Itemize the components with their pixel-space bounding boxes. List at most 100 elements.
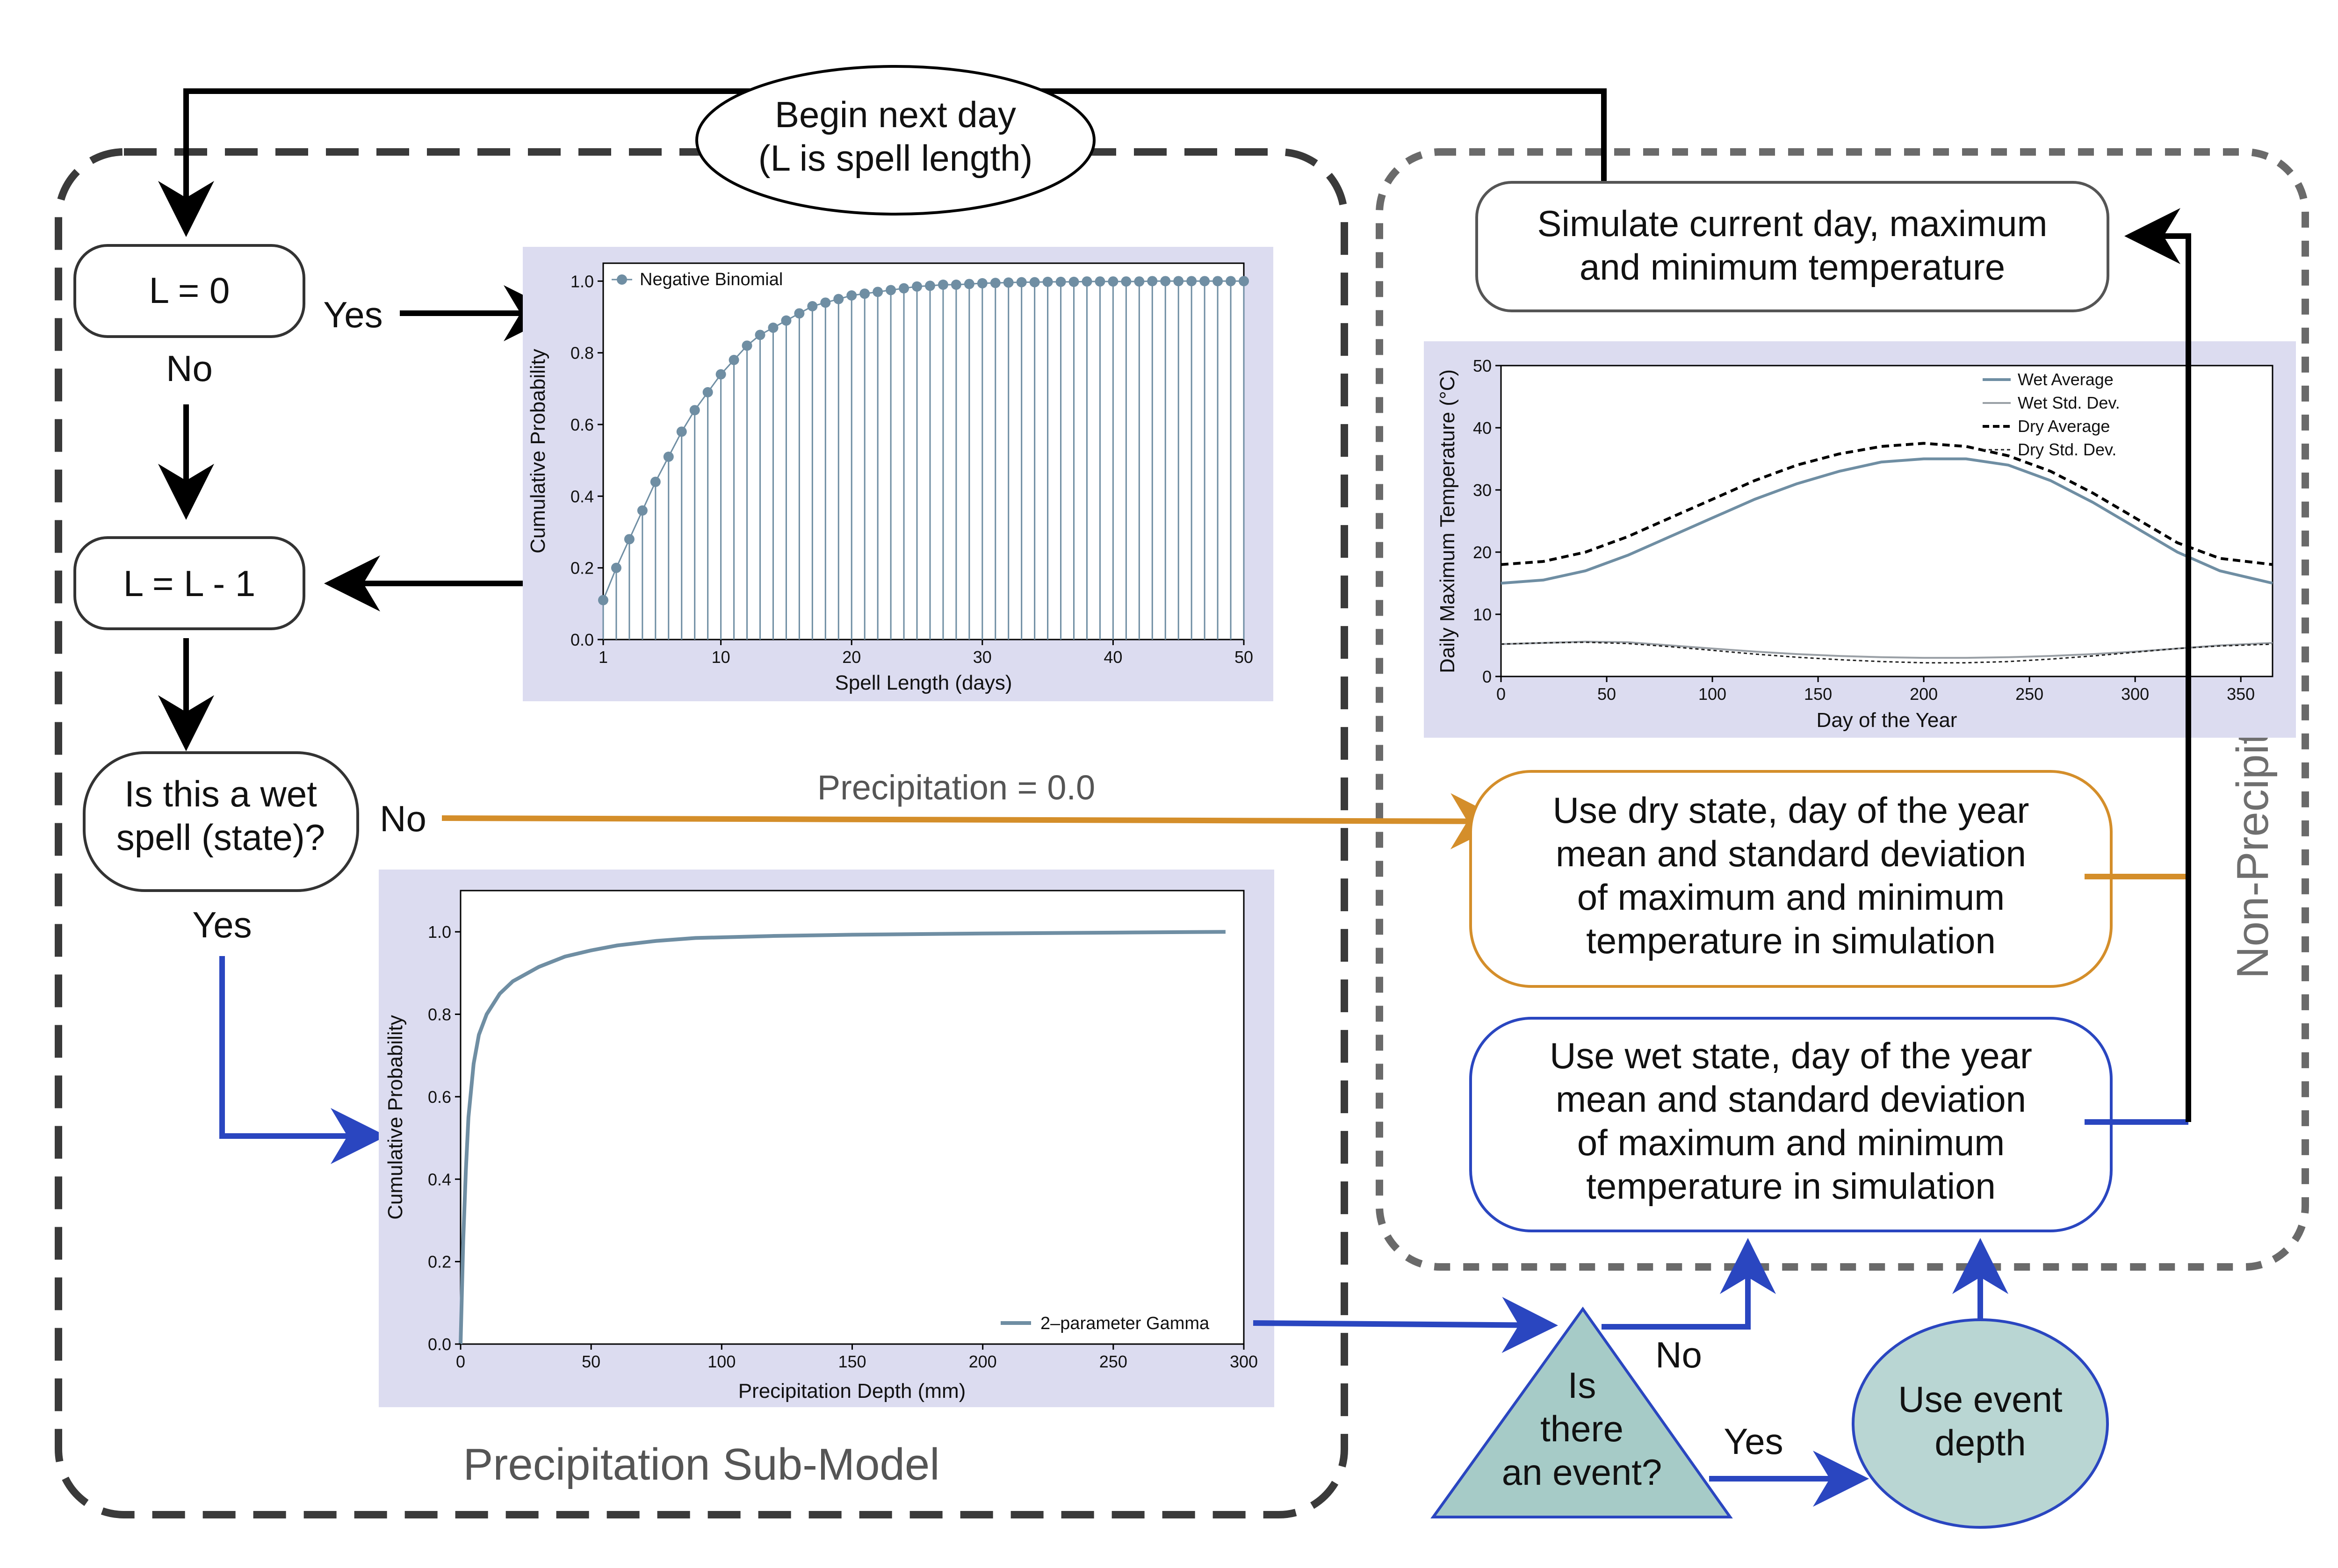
x-tick-label: 40 bbox=[1104, 647, 1122, 667]
non-precipitation-submodel-box bbox=[1376, 148, 2309, 1271]
y-tick-label: 0.0 bbox=[570, 630, 594, 649]
stem-point bbox=[637, 505, 648, 516]
stem-point bbox=[1239, 276, 1249, 287]
y-tick-label: 30 bbox=[1473, 481, 1492, 500]
gamma-axes: 0 50 100 150 200 250 300 0.0 0.2 0.4 0.6 0.8 1.0 bbox=[428, 922, 1258, 1371]
x-tick-label: 0 bbox=[456, 1352, 465, 1371]
stem-point bbox=[807, 301, 818, 311]
begin-next-day-node bbox=[695, 65, 1096, 216]
negative-binomial-axes: 1 10 20 30 40 50 0.0 0.2 0.4 0.6 0.8 1.0 bbox=[570, 272, 1253, 667]
begin-next-day-line1: Begin next day bbox=[775, 94, 1016, 135]
yes-wet-arrow bbox=[219, 956, 387, 1164]
stem-point bbox=[598, 595, 608, 605]
stem-point bbox=[924, 281, 935, 291]
event-q-line1: Is bbox=[1568, 1365, 1596, 1406]
y-tick-label: 1.0 bbox=[570, 272, 594, 291]
stem-point bbox=[1186, 276, 1197, 287]
wet-line4: temperature in simulation bbox=[1586, 1165, 1996, 1207]
stem-point bbox=[886, 285, 896, 295]
stem-point bbox=[1042, 276, 1053, 287]
stem-point bbox=[1199, 276, 1210, 287]
temperature-plot-area bbox=[1500, 365, 2273, 677]
stem-point bbox=[1212, 276, 1223, 287]
x-tick-label: 30 bbox=[973, 647, 992, 667]
stem-point bbox=[689, 405, 700, 416]
temperature-axes: 0 50 100 150 200 250 300 350 0 10 20 30 40 50 bbox=[1473, 356, 2255, 704]
simulate-current-day-node bbox=[1475, 181, 2109, 312]
stem-point bbox=[846, 290, 857, 301]
stem-point bbox=[833, 294, 844, 304]
stem-point bbox=[755, 330, 765, 340]
x-tick-label: 1 bbox=[599, 647, 608, 667]
stem-point bbox=[873, 287, 883, 297]
stem-point bbox=[1147, 276, 1158, 287]
dry-line2: mean and standard deviation bbox=[1556, 833, 2026, 874]
x-tick-label: 150 bbox=[1804, 684, 1832, 704]
dry-line3: of maximum and minimum bbox=[1577, 877, 2005, 918]
stem-point bbox=[794, 308, 805, 319]
temperature-chart: 0 50 100 150 200 250 300 350 0 10 20 30 40 50 Wet Ave… bbox=[1424, 341, 2296, 738]
negative-binomial-legend-label: Negative Binomial bbox=[640, 270, 783, 289]
yes-lzero-label: Yes bbox=[323, 294, 382, 335]
wet-spell-question-node bbox=[83, 751, 359, 892]
x-tick-label: 300 bbox=[1230, 1352, 1258, 1371]
stem-point bbox=[742, 340, 752, 351]
gamma-xlabel: Precipitation Depth (mm) bbox=[738, 1380, 966, 1403]
y-tick-label: 40 bbox=[1473, 418, 1492, 438]
y-tick-label: 0.4 bbox=[428, 1170, 451, 1189]
temperature-xlabel: Day of the Year bbox=[1817, 709, 1957, 732]
event-question-node bbox=[1430, 1306, 1733, 1518]
x-tick-label: 200 bbox=[1910, 684, 1938, 704]
x-tick-label: 250 bbox=[1099, 1352, 1127, 1371]
gamma-marks bbox=[459, 930, 1226, 1345]
stem-point bbox=[611, 562, 621, 573]
use-depth-line2: depth bbox=[1934, 1422, 2026, 1463]
no-lzero-label: No bbox=[166, 348, 213, 389]
legend-wet-std-label: Wet Std. Dev. bbox=[2018, 393, 2120, 412]
simulate-line1: Simulate current day, maximum bbox=[1537, 203, 2048, 244]
negative-binomial-marks bbox=[598, 276, 1249, 640]
legend-wet-average-label: Wet Average bbox=[2018, 370, 2114, 389]
begin-next-day-line2: (L is spell length) bbox=[758, 137, 1033, 179]
l-equals-zero-node bbox=[73, 244, 305, 338]
stem-point bbox=[820, 297, 831, 308]
stem-point bbox=[676, 426, 687, 437]
stem-point bbox=[715, 369, 726, 380]
x-tick-label: 10 bbox=[712, 647, 730, 667]
stem-point bbox=[650, 476, 661, 487]
stem-point bbox=[1003, 277, 1014, 288]
wet-line2: mean and standard deviation bbox=[1556, 1079, 2026, 1120]
stem-point bbox=[859, 288, 870, 299]
gamma-ylabel: Cumulative Probability bbox=[384, 1015, 407, 1220]
dry-std-line bbox=[1501, 641, 2273, 664]
y-tick-label: 0.8 bbox=[428, 1005, 451, 1024]
y-tick-label: 0.6 bbox=[428, 1087, 451, 1107]
x-tick-label: 150 bbox=[838, 1352, 866, 1371]
y-tick-label: 0.4 bbox=[570, 487, 594, 506]
stem-point bbox=[702, 387, 713, 397]
stem-point bbox=[781, 315, 792, 326]
stem-point bbox=[1173, 276, 1184, 287]
x-tick-label: 200 bbox=[969, 1352, 997, 1371]
stem-point bbox=[1068, 276, 1079, 287]
y-tick-label: 0.0 bbox=[428, 1335, 451, 1354]
gamma-chart: 0 50 100 150 200 250 300 0.0 0.2 0.4 0.6 0.8 1.0 2–p… bbox=[379, 870, 1274, 1407]
temperature-ylabel: Daily Maximum Temperature (°C) bbox=[1436, 369, 1459, 673]
x-tick-label: 100 bbox=[707, 1352, 736, 1371]
stem-point bbox=[1121, 276, 1132, 287]
event-q-line3: an event? bbox=[1502, 1452, 1662, 1493]
stem-point bbox=[1108, 276, 1118, 287]
stem-point bbox=[1160, 276, 1171, 287]
y-tick-label: 0 bbox=[1482, 667, 1492, 686]
legend-dry-average-label: Dry Average bbox=[2018, 417, 2110, 436]
y-tick-label: 0.6 bbox=[570, 415, 594, 434]
stem-point bbox=[1134, 276, 1145, 287]
stem-point bbox=[624, 534, 635, 545]
y-tick-label: 20 bbox=[1473, 543, 1492, 562]
x-tick-label: 250 bbox=[2015, 684, 2043, 704]
l-decrement-node bbox=[73, 536, 305, 630]
return-to-simulate-arrow bbox=[2124, 208, 2191, 1122]
dry-line1: Use dry state, day of the year bbox=[1553, 790, 2029, 831]
x-tick-label: 300 bbox=[2121, 684, 2149, 704]
